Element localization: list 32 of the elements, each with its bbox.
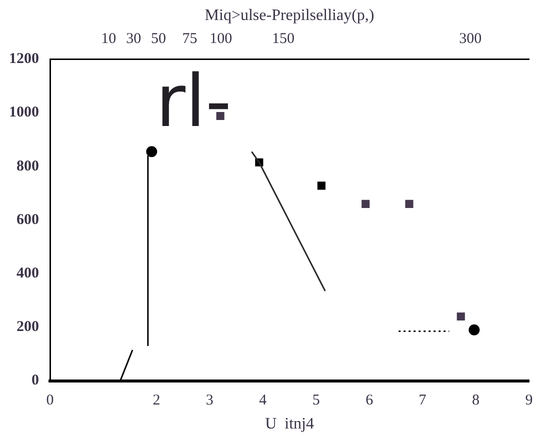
x-tick-label: 8 bbox=[472, 392, 480, 409]
x2-tick-label: 300 bbox=[459, 31, 482, 48]
x-tick-label: 5 bbox=[312, 392, 320, 409]
y-tick-label: 400 bbox=[16, 265, 39, 282]
x-tick-label: 6 bbox=[366, 392, 374, 409]
x-tick-label: 0 bbox=[46, 392, 54, 409]
point bbox=[362, 200, 370, 208]
point bbox=[405, 200, 414, 208]
point bbox=[468, 324, 480, 336]
point bbox=[146, 146, 158, 158]
x2-tick-label: 75 bbox=[182, 31, 198, 48]
y-tick-label: 0 bbox=[32, 372, 39, 389]
x-axis-title: U itnj4 bbox=[265, 416, 314, 433]
y-tick-label: 600 bbox=[16, 212, 39, 228]
x2-tick-label: 30 bbox=[126, 31, 142, 48]
y-tick-label: 200 bbox=[16, 319, 39, 336]
x-tick-label: 2 bbox=[152, 392, 160, 409]
x-tick-label: 3 bbox=[206, 392, 214, 409]
x2-axis-title: Miq>ulse-Prepilselliay(p,) bbox=[204, 6, 374, 24]
x-tick-label: 4 bbox=[259, 392, 268, 409]
point bbox=[317, 182, 326, 190]
point bbox=[456, 312, 465, 321]
x2-tick-label: 10 bbox=[101, 31, 116, 48]
annotation: rl- bbox=[156, 59, 232, 144]
x2-tick-label: 100 bbox=[210, 31, 232, 48]
y-tick-label: 800 bbox=[16, 158, 39, 174]
x-tick-label: 7 bbox=[418, 392, 427, 409]
x-tick-label: 9 bbox=[525, 392, 533, 409]
y-tick-label: 1200 bbox=[9, 51, 39, 68]
y-tick-label: 1000 bbox=[9, 104, 39, 121]
x2-tick-label: 150 bbox=[272, 31, 295, 48]
x2-tick-label: 50 bbox=[151, 31, 166, 48]
